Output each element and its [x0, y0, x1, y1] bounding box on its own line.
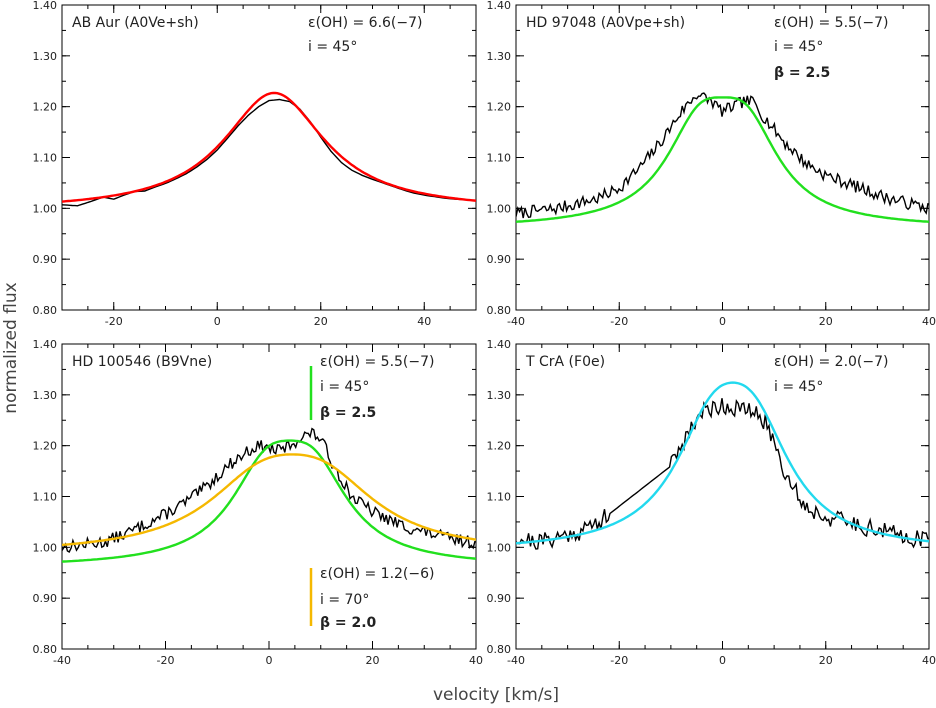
x-tick-label: 40 — [922, 654, 936, 667]
y-tick-label: 0.90 — [487, 592, 512, 605]
panel-annotation: ε(OH) = 5.5(−7) — [774, 15, 889, 31]
x-tick-label: -20 — [610, 315, 628, 328]
x-tick-label: 20 — [819, 315, 833, 328]
y-tick-label: 1.20 — [487, 440, 512, 453]
y-tick-label: 1.10 — [33, 491, 58, 504]
plot-area — [516, 92, 929, 223]
plot-frame — [515, 343, 930, 650]
model-fit-line-1 — [516, 96, 929, 223]
x-tick-label: 20 — [819, 654, 833, 667]
x-tick-label: -40 — [507, 654, 525, 667]
x-tick-label: 20 — [314, 315, 328, 328]
x-tick-label: -20 — [105, 315, 123, 328]
y-tick-label: 1.10 — [33, 152, 58, 165]
y-tick-label: 1.20 — [33, 440, 58, 453]
y-tick-label: 1.00 — [33, 202, 58, 215]
plot-frame — [61, 343, 477, 650]
chart-panel-top-right: -40 -20 0 20 40 0.80 0.90 1.00 1.10 1.20 1.30 1.40 H… — [487, 0, 936, 328]
y-tick-label: 1.40 — [487, 0, 512, 12]
panel-title: HD 97048 (A0Vpe+sh) — [526, 15, 685, 31]
x-tick-label: 0 — [719, 654, 726, 667]
y-tick-label: 1.30 — [487, 50, 512, 63]
x-tick-label: -20 — [610, 654, 628, 667]
y-tick-label: 1.30 — [33, 50, 58, 63]
y-tick-label: 1.40 — [487, 338, 512, 351]
y-tick-label: 1.30 — [33, 389, 58, 402]
x-axis-label: velocity [km/s] — [433, 685, 559, 705]
panel-title: HD 100546 (B9Vne) — [72, 354, 212, 370]
panel-title: T CrA (F0e) — [525, 354, 605, 370]
chart-panel-bottom-left: -40 -20 0 20 40 0.80 0.90 1.00 1.10 1.20 1.30 1.40 H… — [33, 338, 484, 667]
panel-annotation: i = 45° — [308, 39, 357, 55]
panel-annotation: ε(OH) = 1.2(−6) — [320, 566, 435, 582]
panel-annotation: i = 45° — [320, 379, 369, 395]
y-tick-label: 1.30 — [487, 389, 512, 402]
y-tick-label: 1.00 — [33, 541, 58, 554]
panel-title: AB Aur (A0Ve+sh) — [72, 15, 199, 31]
plot-area — [62, 427, 476, 563]
y-tick-label: 0.80 — [487, 304, 512, 317]
y-tick-label: 1.10 — [487, 491, 512, 504]
chart-panel-top-left: -20 0 20 40 0.80 0.90 1.00 1.10 1.20 1.30 1.40 AB A… — [33, 0, 477, 328]
x-tick-label: 40 — [417, 315, 431, 328]
y-tick-label: 1.20 — [33, 101, 58, 114]
x-tick-label: 0 — [214, 315, 221, 328]
y-tick-label: 1.00 — [487, 202, 512, 215]
panel-annotation: i = 45° — [774, 379, 823, 395]
x-tick-label: 0 — [266, 654, 273, 667]
panel-annotation: β = 2.5 — [320, 405, 376, 421]
y-axis-label: normalized flux — [1, 282, 21, 413]
panel-annotation: β = 2.0 — [320, 615, 377, 631]
panels: -20 0 20 40 0.80 0.90 1.00 1.10 1.20 1.30 1.40 AB A… — [33, 0, 936, 667]
plot-area — [516, 381, 929, 550]
x-tick-label: 20 — [366, 654, 380, 667]
observed-spectrum-line — [516, 92, 929, 219]
y-tick-label: 1.10 — [487, 152, 512, 165]
plot-frame — [61, 4, 477, 311]
y-tick-label: 0.80 — [33, 304, 58, 317]
x-tick-label: 40 — [469, 654, 483, 667]
plot-frame — [515, 4, 930, 311]
y-tick-label: 0.90 — [33, 592, 58, 605]
observed-spectrum-line — [516, 398, 929, 550]
model-fit-line-2 — [62, 453, 476, 547]
panel-annotation: ε(OH) = 6.6(−7) — [308, 15, 423, 31]
x-tick-label: -40 — [507, 315, 525, 328]
y-tick-label: 1.40 — [33, 338, 58, 351]
panel-annotation: β = 2.5 — [774, 65, 830, 81]
panel-annotation: i = 70° — [320, 592, 369, 608]
panel-annotation: i = 45° — [774, 39, 823, 55]
y-tick-label: 0.80 — [487, 643, 512, 656]
model-fit-line-1 — [516, 381, 929, 545]
panel-annotation: ε(OH) = 5.5(−7) — [320, 354, 435, 370]
y-tick-label: 0.80 — [33, 643, 58, 656]
chart-panel-bottom-right: -40 -20 0 20 40 0.80 0.90 1.00 1.10 1.20 1.30 1.40 T… — [487, 338, 936, 667]
observed-spectrum-line — [62, 98, 476, 207]
panel-annotation: ε(OH) = 2.0(−7) — [774, 354, 889, 370]
y-tick-label: 0.90 — [33, 253, 58, 266]
plot-area — [62, 91, 476, 207]
y-tick-label: 1.40 — [33, 0, 58, 12]
x-tick-label: -20 — [157, 654, 175, 667]
model-fit-line-1 — [62, 91, 476, 203]
y-tick-label: 1.20 — [487, 101, 512, 114]
x-tick-label: 40 — [922, 315, 936, 328]
y-tick-label: 0.90 — [487, 253, 512, 266]
y-tick-label: 1.00 — [487, 541, 512, 554]
x-tick-label: -40 — [53, 654, 71, 667]
model-fit-line-1 — [62, 439, 476, 563]
x-tick-label: 0 — [719, 315, 726, 328]
